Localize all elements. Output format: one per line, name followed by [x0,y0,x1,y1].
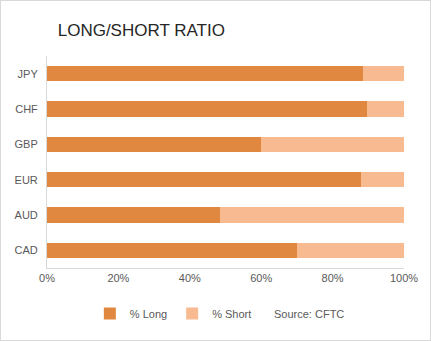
svg-text:40%: 40% [179,272,201,284]
svg-text:AUD: AUD [15,209,38,221]
svg-text:CAD: CAD [15,244,38,256]
svg-text:0%: 0% [39,272,55,284]
svg-text:80%: 80% [322,272,344,284]
svg-text:LONG/SHORT RATIO: LONG/SHORT RATIO [58,21,225,40]
svg-text:JPY: JPY [18,68,39,80]
svg-text:GBP: GBP [15,138,38,150]
svg-text:100%: 100% [390,272,418,284]
svg-text:% Long: % Long [130,308,167,320]
svg-text:EUR: EUR [15,174,38,186]
svg-text:Source: CFTC: Source: CFTC [274,308,344,320]
svg-text:60%: 60% [250,272,272,284]
svg-text:CHF: CHF [15,103,38,115]
svg-text:% Short: % Short [212,308,251,320]
svg-text:20%: 20% [107,272,129,284]
